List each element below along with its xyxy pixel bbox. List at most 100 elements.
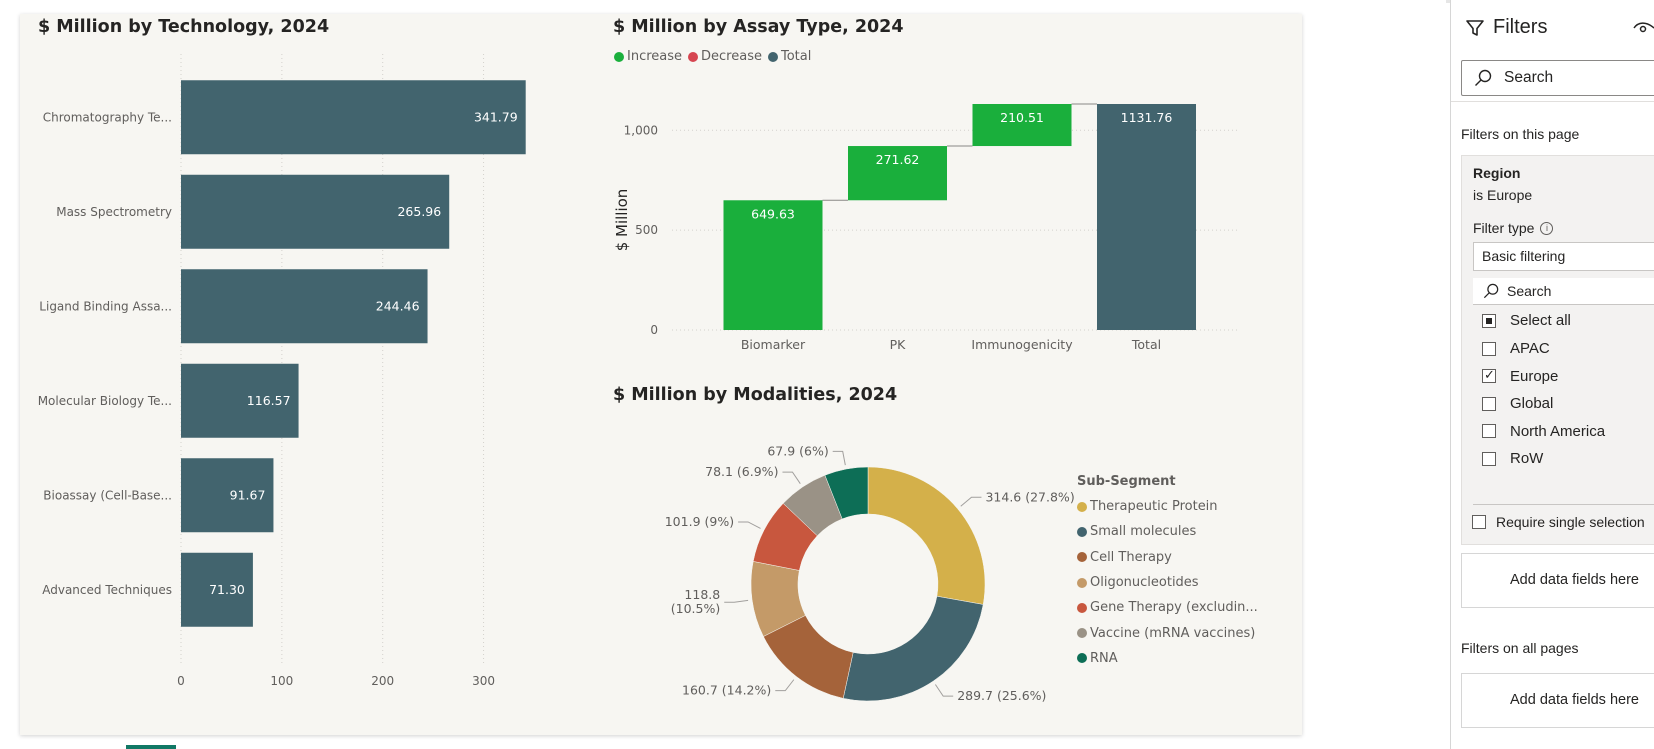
require-single-selection[interactable]: Require single selection — [1472, 514, 1645, 530]
bar-value-label: 210.51 — [1000, 110, 1044, 125]
search-icon — [1475, 69, 1492, 86]
waterfall-legend: Increase Decrease Total — [614, 49, 811, 64]
select-all-checkbox[interactable] — [1482, 313, 1496, 328]
waterfall-bar — [848, 146, 947, 201]
legend-label: Gene Therapy (excludin... — [1090, 600, 1258, 616]
filter-option-label: Global — [1510, 395, 1554, 412]
bar-value-label: 271.62 — [876, 152, 920, 167]
category-label: Bioassay (Cell-Base... — [43, 488, 172, 502]
leader-line — [934, 684, 954, 697]
leader-line — [724, 599, 749, 603]
legend-dot — [1077, 526, 1087, 537]
filters-search-input[interactable]: Search — [1461, 60, 1654, 96]
filter-option[interactable]: RoW — [1482, 450, 1543, 467]
filter-option[interactable]: Europe — [1482, 367, 1558, 385]
leader-line — [832, 450, 846, 466]
donut-slice — [867, 466, 986, 605]
legend-dot — [767, 51, 778, 62]
filter-values-search-input[interactable]: Search — [1473, 278, 1654, 305]
info-icon[interactable]: i — [1540, 221, 1554, 235]
bar — [181, 458, 274, 533]
legend-item[interactable]: Small molecules — [1077, 519, 1258, 544]
filter-option-checkbox[interactable] — [1482, 367, 1496, 383]
category-label: Chromatography Te... — [43, 110, 172, 124]
legend-item[interactable]: Increase — [614, 49, 682, 64]
category-label: Total — [1131, 337, 1161, 352]
add-data-fields-all-pages[interactable]: Add data fields here — [1461, 673, 1654, 728]
report-canvas: $ Million by Technology, 2024 0 100 200 300… — [20, 14, 1302, 749]
bar-chart[interactable]: 0 100 200 300 Chromatography Te... 341.79 Mass… — [20, 54, 590, 744]
filter-option-checkbox[interactable] — [1482, 424, 1496, 438]
slice-label: 67.9 (6%) — [767, 443, 828, 458]
donut-slice — [842, 595, 984, 702]
category-label: Advanced Techniques — [42, 583, 172, 597]
bar — [181, 80, 526, 155]
waterfall-bar — [723, 200, 823, 330]
legend-label: Total — [780, 49, 812, 64]
legend-item[interactable]: Gene Therapy (excludin... — [1077, 595, 1258, 620]
slice-label: 289.7 (25.6%) — [957, 688, 1046, 703]
y-axis-label: $ Million — [613, 189, 631, 252]
x-tick-label: 100 — [270, 674, 293, 688]
bar — [181, 363, 299, 438]
legend-label: Decrease — [701, 49, 762, 64]
slice-label: 118.8 — [684, 587, 720, 602]
filter-option-label: RoW — [1510, 450, 1544, 467]
waterfall-bar — [1097, 104, 1196, 330]
category-label: Biomarker — [741, 337, 806, 352]
filter-option[interactable]: Global — [1482, 395, 1553, 412]
select-all-option[interactable]: Select all — [1482, 312, 1571, 329]
legend-label: Small molecules — [1090, 524, 1197, 540]
legend-item[interactable]: Oligonucleotides — [1077, 570, 1258, 595]
eye-icon[interactable] — [1633, 20, 1654, 36]
legend-item[interactable]: Decrease — [688, 49, 762, 64]
legend-item[interactable]: Total — [767, 49, 812, 64]
bar-chart-title: $ Million by Technology, 2024 — [38, 17, 330, 37]
legend-dot — [1077, 602, 1087, 613]
bar — [181, 269, 428, 344]
page-tab-indicator[interactable] — [126, 745, 176, 749]
y-tick-label: 0 — [650, 323, 658, 337]
legend-item[interactable]: Vaccine (mRNA vaccines) — [1077, 620, 1258, 645]
legend-dot — [1077, 577, 1087, 588]
legend-dot — [1077, 628, 1087, 639]
filter-option-checkbox[interactable] — [1482, 341, 1496, 356]
filter-option[interactable]: North America — [1482, 423, 1605, 440]
legend-item[interactable]: RNA — [1077, 646, 1258, 671]
slice-label: 101.9 (9%) — [665, 514, 734, 529]
donut-chart[interactable]: 314.6 (27.8%) 289.7 (25.6%) 160.7 (14.2%) 1… — [610, 414, 1080, 732]
legend-item[interactable]: Cell Therapy — [1077, 545, 1258, 570]
filter-type-select[interactable]: Basic filtering — [1473, 242, 1654, 271]
filter-option-checkbox[interactable] — [1482, 451, 1496, 466]
leader-line — [960, 496, 982, 507]
filter-option-checkbox[interactable] — [1482, 396, 1496, 411]
bar — [181, 174, 450, 249]
legend-item[interactable]: Therapeutic Protein — [1077, 494, 1258, 519]
region-filter-card[interactable]: Region is Europe Filter type i Basic fil… — [1461, 155, 1654, 545]
require-single-checkbox[interactable] — [1472, 515, 1486, 529]
filters-on-all-pages-label: Filters on all pages — [1461, 640, 1579, 656]
x-tick-label: 200 — [371, 674, 394, 688]
bar-value-label: 1131.76 — [1121, 110, 1173, 125]
slice-label: 314.6 (27.8%) — [985, 489, 1074, 504]
slice-label: 160.7 (14.2%) — [682, 683, 771, 698]
y-tick-label: 500 — [635, 223, 658, 237]
bar-value-label: 244.46 — [376, 298, 420, 313]
legend-dot — [614, 51, 624, 62]
category-label: PK — [890, 337, 907, 352]
filters-search-placeholder: Search — [1504, 69, 1554, 86]
filters-pane: Filters Search Filters on this page Regi… — [1450, 0, 1654, 749]
waterfall-chart[interactable]: 0 500 1,000 $ Million 649.63 Biomarker 271.62 P… — [610, 74, 1300, 374]
bar — [181, 552, 253, 627]
category-label: Molecular Biology Te... — [38, 394, 172, 408]
add-data-fields-page[interactable]: Add data fields here — [1461, 553, 1654, 608]
filter-option[interactable]: APAC — [1482, 340, 1550, 357]
card-divider — [1473, 504, 1654, 505]
filter-values-search-placeholder: Search — [1507, 283, 1552, 299]
report-page: $ Million by Technology, 2024 0 100 200 300… — [20, 14, 1302, 735]
x-tick-label: 0 — [177, 674, 185, 688]
bar-value-label: 71.30 — [209, 582, 245, 597]
leader-line — [738, 521, 761, 529]
legend-label: Oligonucleotides — [1090, 575, 1199, 591]
